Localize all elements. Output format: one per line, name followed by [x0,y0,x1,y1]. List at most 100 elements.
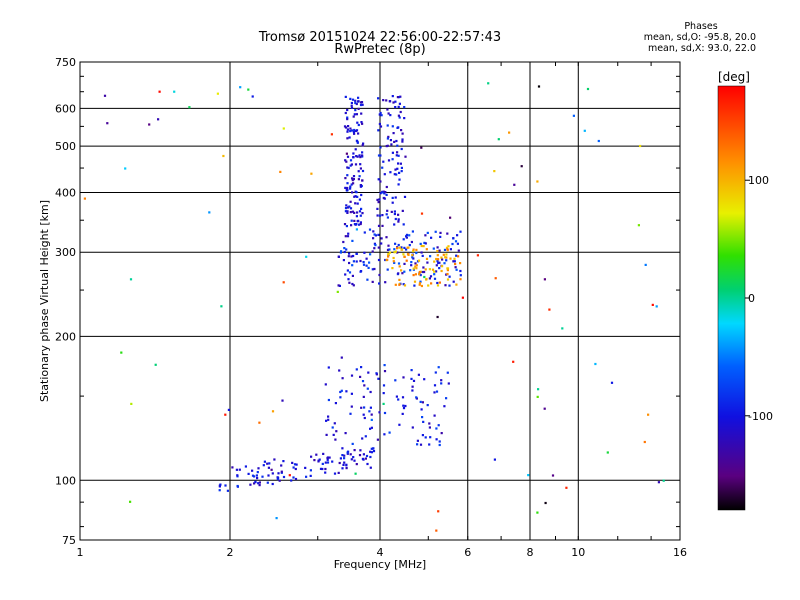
echo-point [424,268,427,271]
echo-point [361,103,364,106]
echo-point [268,462,271,465]
echo-point [447,382,450,385]
echo-point [391,267,394,270]
echo-point [342,240,345,244]
echo-point [421,270,424,274]
echo-point [433,260,436,263]
echo-point [224,413,227,416]
echo-point [384,281,387,284]
echo-point [346,174,349,177]
echo-point [350,219,353,222]
echo-point [391,125,394,128]
echo-point [294,477,298,481]
echo-point [363,251,366,254]
echo-point [129,500,132,503]
echo-point [402,376,405,379]
echo-point [271,410,275,413]
echo-point [255,474,258,477]
echo-point [219,483,222,486]
echo-point [347,125,350,128]
echo-point [352,131,355,134]
echo-point [397,218,400,221]
echo-point [267,474,270,477]
echo-point [253,475,256,478]
echo-point [356,141,359,144]
echo-point [349,211,352,214]
echo-point [434,230,437,233]
echo-point [337,471,340,474]
echo-point [432,247,435,250]
echo-point [362,413,365,416]
echo-point [348,136,351,139]
echo-point [304,466,307,469]
echo-point [435,264,438,267]
echo-point [354,202,357,205]
echo-point [350,458,353,461]
echo-point [345,248,348,251]
echo-point [428,277,431,280]
phase-stats-heading: Phases [684,21,718,32]
echo-point [369,466,372,469]
echo-point [443,262,446,265]
echo-point [349,200,352,203]
echo-point [377,154,381,157]
echo-point [390,143,393,146]
echo-point [359,163,362,166]
echo-point [361,179,364,182]
echo-point [318,458,321,461]
echo-point [399,110,402,114]
echo-point [354,472,357,475]
echo-point [330,133,333,136]
echo-point [438,440,441,443]
x-tick-label: 16 [673,546,687,559]
echo-point [350,163,353,166]
echo-point [341,377,344,380]
echo-point [459,269,462,273]
echo-point [350,374,354,377]
echo-point [280,470,283,473]
echo-point [401,396,405,399]
echo-point [328,456,331,459]
echo-point [433,414,436,417]
echo-point [399,162,402,165]
echo-point [348,205,351,208]
echo-point [235,468,238,471]
echo-point [398,283,401,286]
echo-point [350,255,353,258]
echo-point [426,404,429,407]
echo-point [351,177,354,180]
echo-point [106,122,109,125]
echo-point [262,464,265,467]
echo-point [435,257,438,261]
echo-point [422,245,425,248]
echo-point [173,90,176,93]
echo-point [305,475,308,478]
echo-point [349,412,352,415]
echo-point [378,282,381,285]
echo-point [349,164,352,167]
echo-point [379,146,382,149]
echo-point [377,377,380,380]
echo-point [359,156,362,159]
echo-point [357,170,360,173]
echo-point [347,450,350,453]
echo-point [305,255,308,258]
phase-stats: Phases mean, sd,O: -95.8, 20.0 mean, sd,… [606,21,756,54]
echo-point [381,224,384,227]
echo-point [356,202,359,205]
echo-point [324,383,327,386]
echo-point [325,419,328,422]
echo-point [353,211,356,214]
echo-point [459,278,462,281]
echo-point [445,273,448,276]
echo-point [350,405,353,408]
echo-point [512,360,515,363]
echo-point [369,427,372,430]
echo-point [408,234,411,237]
echo-point [359,167,362,170]
echo-point [391,158,394,161]
echo-point [355,155,358,158]
echo-point [436,284,440,287]
echo-point [455,254,458,257]
echo-point [440,379,443,382]
